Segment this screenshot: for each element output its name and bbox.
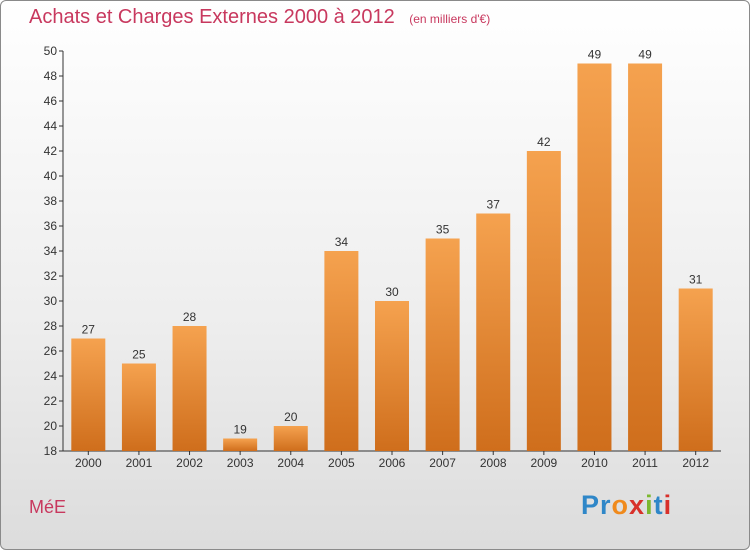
logo-letter: r <box>600 490 612 520</box>
x-tick-label: 2009 <box>530 456 557 470</box>
bar-value-label: 28 <box>183 310 197 324</box>
y-tick-label: 20 <box>44 419 58 433</box>
bar <box>223 438 258 451</box>
x-tick-label: 2003 <box>227 456 254 470</box>
chart-title: Achats et Charges Externes 2000 à 2012 <box>29 6 395 28</box>
commune-name: MéE <box>29 497 67 517</box>
x-tick-label: 2011 <box>632 456 658 470</box>
y-tick-label: 22 <box>44 394 58 408</box>
y-tick-label: 24 <box>44 369 58 383</box>
y-tick-label: 42 <box>44 144 58 158</box>
bars: 27 25 28 19 20 34 30 35 37 42 49 49 31 <box>71 48 713 451</box>
bar-value-label: 19 <box>233 423 247 437</box>
bar-value-label: 49 <box>638 48 652 62</box>
bar-value-label: 34 <box>335 235 349 249</box>
x-tick-label: 2005 <box>328 456 355 470</box>
bar <box>121 363 156 451</box>
bar-value-label: 37 <box>487 198 501 212</box>
logo-letter: i <box>663 490 673 520</box>
bar <box>324 251 359 451</box>
bar <box>678 288 713 451</box>
y-tick-label: 18 <box>44 444 58 458</box>
x-tick-label: 2001 <box>126 456 153 470</box>
logo-letter: x <box>629 490 646 520</box>
y-tick-label: 50 <box>44 44 58 58</box>
y-tick-label: 44 <box>44 119 58 133</box>
y-tick-label: 48 <box>44 69 58 83</box>
bar <box>425 238 460 451</box>
bar <box>172 326 207 451</box>
bar-value-label: 31 <box>689 273 703 287</box>
proxiti-logo: Proxiti <box>581 490 672 521</box>
x-tick-label: 2010 <box>581 456 608 470</box>
logo-letter: i <box>645 490 654 520</box>
bar <box>476 213 511 451</box>
bar-value-label: 20 <box>284 410 298 424</box>
bar <box>526 151 561 451</box>
bar <box>577 63 612 451</box>
bar <box>375 301 409 451</box>
y-tick-label: 30 <box>44 294 58 308</box>
y-tick-label: 26 <box>44 344 58 358</box>
x-tick-label: 2006 <box>379 456 406 470</box>
y-tick-label: 32 <box>44 269 58 283</box>
y-tick-label: 34 <box>44 244 58 258</box>
x-tick-label: 2008 <box>480 456 507 470</box>
chart-title-block: Achats et Charges Externes 2000 à 2012 (… <box>29 6 490 29</box>
bar <box>71 338 106 451</box>
y-tick-label: 40 <box>44 169 58 183</box>
bar-value-label: 27 <box>82 323 96 337</box>
bar-value-label: 35 <box>436 223 450 237</box>
logo-letter: o <box>611 490 630 520</box>
bar-value-label: 49 <box>588 48 602 62</box>
logo-letter: P <box>581 490 601 520</box>
bar <box>628 63 663 451</box>
x-tick-label: 2012 <box>682 456 709 470</box>
x-tick-label: 2000 <box>75 456 102 470</box>
y-tick-label: 28 <box>44 319 58 333</box>
y-tick-label: 46 <box>44 94 58 108</box>
bar <box>273 426 308 451</box>
bar-value-label: 25 <box>132 348 146 362</box>
x-tick-label: 2004 <box>277 456 304 470</box>
chart-subtitle: (en milliers d'€) <box>409 12 491 26</box>
bar-value-label: 30 <box>385 285 399 299</box>
x-tick-label: 2002 <box>176 456 203 470</box>
bar-value-label: 42 <box>537 135 551 149</box>
y-tick-label: 36 <box>44 219 58 233</box>
logo-letter: t <box>653 490 664 520</box>
x-tick-label: 2007 <box>429 456 456 470</box>
y-tick-label: 38 <box>44 194 58 208</box>
